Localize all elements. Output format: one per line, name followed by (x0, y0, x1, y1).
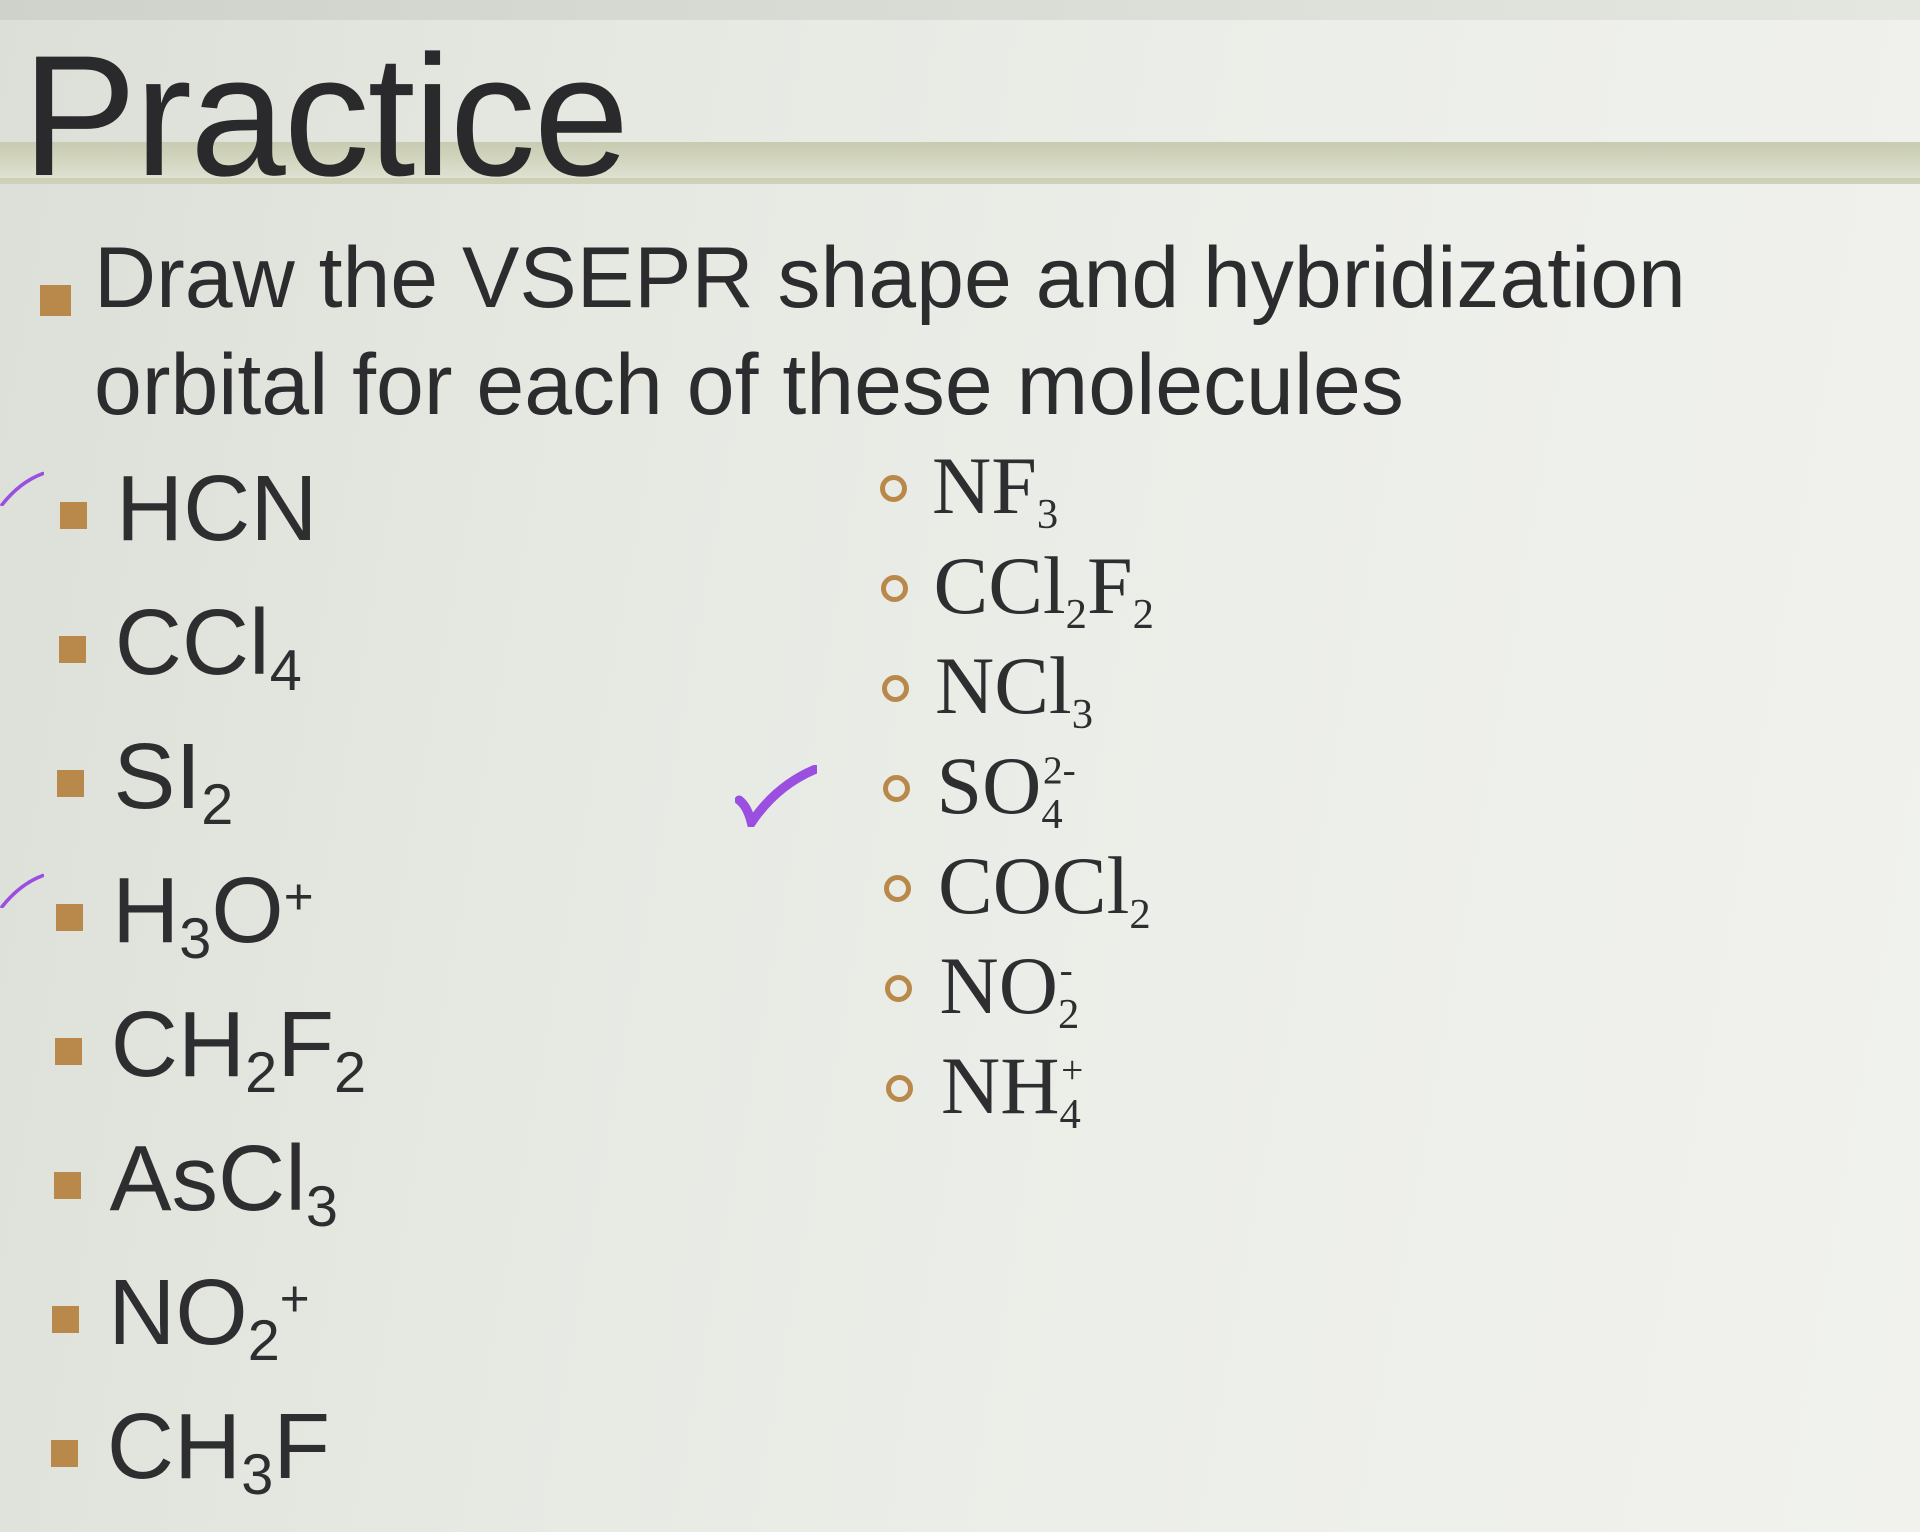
formula-text: SO (936, 740, 1042, 831)
slide-top-edge (0, 0, 1920, 20)
formula-text: O (211, 858, 284, 962)
formula-text: CCl (114, 590, 270, 694)
formula-text: CH (106, 1394, 242, 1498)
bullet-circle-icon (886, 1075, 913, 1102)
bullet-circle-icon (883, 775, 910, 802)
formula-text: F (1086, 540, 1133, 631)
formula-subscript: 2 (334, 1041, 367, 1106)
molecule-item: CCl2F2 (934, 545, 1154, 637)
formula-subscript: 2 (1132, 590, 1154, 638)
molecule-item: SI2 (113, 730, 233, 835)
formula-text: H (112, 858, 180, 962)
formula-subscript: 2 (1057, 990, 1080, 1038)
formula-text: COCl (938, 840, 1130, 931)
bullet-circle-icon (884, 875, 911, 902)
molecule-item: CH3F (107, 1400, 330, 1505)
formula-superscript: + (1061, 1048, 1084, 1093)
formula-text: NH (941, 1040, 1060, 1131)
molecule-item: NO2- (940, 945, 1080, 1037)
formula-text: SI (113, 724, 202, 828)
formula-subscript: 2 (201, 773, 234, 838)
formula-text: HCN (116, 456, 318, 560)
molecule-item: NF3 (932, 445, 1058, 537)
formula-subscript: 2 (247, 1309, 280, 1374)
formula-subscript: 3 (241, 1443, 274, 1508)
checkmark-icon (0, 873, 44, 908)
formula-text: NO (108, 1260, 248, 1364)
molecule-item: NO2+ (108, 1266, 309, 1371)
bullet-circle-icon (885, 975, 912, 1002)
molecule-item: COCl2 (938, 845, 1151, 937)
molecule-item: SO42- (937, 745, 1076, 837)
formula-superscript: + (283, 867, 314, 925)
bullet-square-icon (40, 285, 71, 316)
bullet-circle-icon (882, 675, 909, 702)
molecule-item: CH2F2 (111, 998, 366, 1103)
molecule-item: AsCl3 (110, 1132, 338, 1237)
formula-text: AsCl (109, 1126, 306, 1230)
formula-subscript: 4 (269, 639, 302, 704)
bullet-square-icon (52, 1306, 80, 1333)
formula-text: F (273, 1394, 331, 1498)
molecule-item: HCN (116, 462, 318, 555)
bullet-square-icon (60, 502, 87, 529)
molecule-item: NCl3 (935, 645, 1093, 737)
formula-text: F (277, 992, 335, 1096)
molecule-item: NH4+ (941, 1045, 1083, 1137)
bullet-square-icon (53, 1172, 81, 1199)
bullet-square-icon (57, 770, 85, 797)
bullet-square-icon (58, 636, 86, 663)
title-underline (0, 178, 1920, 184)
formula-text: NCl (935, 640, 1072, 731)
slide-title: Practice (22, 20, 629, 212)
formula-subscript: 3 (305, 1175, 338, 1240)
formula-text: CH (110, 992, 246, 1096)
formula-subscript: 3 (1071, 690, 1094, 738)
molecule-item: CCl4 (115, 596, 302, 701)
formula-superscript: - (1059, 948, 1073, 993)
formula-subscript: 4 (1041, 790, 1063, 838)
formula-text: NF (932, 440, 1037, 531)
formula-text: NO (939, 940, 1058, 1031)
instruction-text: Draw the VSEPR shape and hybridization o… (94, 230, 1686, 433)
bullet-square-icon (56, 904, 84, 931)
formula-subscript: 2 (245, 1041, 278, 1106)
bullet-circle-icon (880, 475, 907, 502)
formula-text: CCl (933, 540, 1066, 631)
checkmark-icon (0, 471, 44, 506)
formula-superscript: 2- (1042, 748, 1076, 793)
formula-superscript: + (279, 1269, 310, 1327)
formula-subscript: 3 (179, 907, 212, 972)
checkmark-icon (735, 765, 817, 827)
formula-subscript: 3 (1036, 490, 1059, 538)
bullet-square-icon (50, 1440, 78, 1467)
formula-subscript: 4 (1059, 1090, 1081, 1138)
formula-subscript: 2 (1065, 590, 1087, 638)
bullet-circle-icon (881, 575, 908, 602)
title-underline-band (0, 142, 1920, 184)
formula-subscript: 2 (1129, 890, 1151, 938)
molecule-item: H3O+ (112, 864, 313, 969)
bullet-square-icon (54, 1038, 82, 1065)
